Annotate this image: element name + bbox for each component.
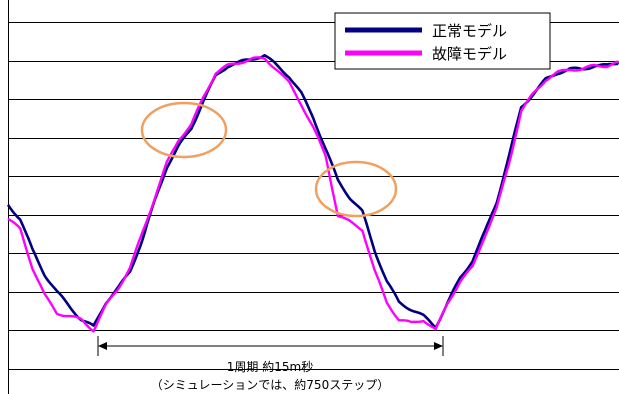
legend-label-fault: 故障モデル (432, 45, 507, 63)
series-line-fault (7, 56, 619, 333)
legend-label-normal: 正常モデル (432, 22, 507, 40)
period-arrowhead-right (434, 342, 443, 350)
legend: 正常モデル 故障モデル (334, 12, 551, 70)
series-line-normal (6, 53, 619, 330)
highlight-layer (140, 101, 398, 218)
legend-box (334, 12, 551, 70)
series-layer (6, 53, 619, 333)
period-arrowhead-left (98, 342, 107, 350)
highlight-circle-2 (314, 160, 398, 218)
period-annotation: 1周期 約15m秒 （シミュレーションでは、約750ステップ） (97, 336, 444, 392)
gridlines (8, 22, 619, 370)
highlight-circle-1 (140, 101, 228, 159)
period-sublabel: （シミュレーションでは、約750ステップ） (151, 377, 389, 392)
period-label: 1周期 約15m秒 (227, 359, 313, 374)
